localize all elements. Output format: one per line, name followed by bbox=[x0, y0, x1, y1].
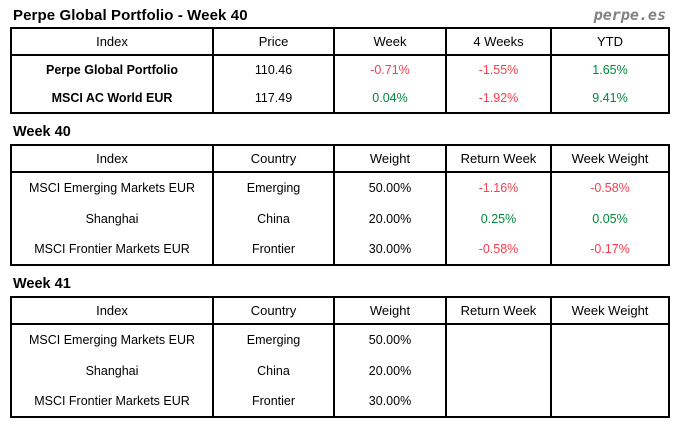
table-row: MSCI Frontier Markets EUR Frontier 30.00… bbox=[11, 386, 669, 417]
week40-heading: Week 40 bbox=[13, 124, 71, 140]
column-header-country: Country bbox=[212, 297, 334, 324]
column-header-week: Week bbox=[333, 28, 446, 55]
return-week-cell: -0.58% bbox=[445, 234, 551, 265]
week41-header-row: Index Country Weight Return Week Week We… bbox=[11, 297, 669, 324]
week-weight-cell: 0.05% bbox=[550, 203, 669, 234]
weight-cell: 50.00% bbox=[333, 172, 446, 203]
return-week-cell bbox=[445, 386, 551, 417]
column-header-index: Index bbox=[96, 303, 128, 318]
table-row: Shanghai China 20.00% bbox=[11, 355, 669, 386]
week-return-cell: -0.71% bbox=[333, 55, 446, 84]
table-row: Shanghai China 20.00% 0.25% 0.05% bbox=[11, 203, 669, 234]
report-page: Perpe Global Portfolio - Week 40 perpe.e… bbox=[10, 5, 670, 418]
column-header-return-week: Return Week bbox=[445, 297, 551, 324]
weight-cell: 20.00% bbox=[333, 203, 446, 234]
table-row: MSCI Emerging Markets EUR Emerging 50.00… bbox=[11, 172, 669, 203]
week40-table: Index Country Weight Return Week Week We… bbox=[10, 144, 670, 266]
column-header-return-week: Return Week bbox=[445, 145, 551, 172]
weight-cell: 30.00% bbox=[333, 234, 446, 265]
table-row: MSCI Frontier Markets EUR Frontier 30.00… bbox=[11, 234, 669, 265]
week-weight-cell: -0.58% bbox=[550, 172, 669, 203]
week40-header-row: Index Country Weight Return Week Week We… bbox=[11, 145, 669, 172]
week-return-cell: 0.04% bbox=[333, 84, 446, 113]
column-header-weight: Weight bbox=[333, 297, 446, 324]
week-weight-cell bbox=[550, 324, 669, 355]
weight-cell: 50.00% bbox=[333, 324, 446, 355]
return-week-cell: -1.16% bbox=[445, 172, 551, 203]
column-header-index: Index bbox=[96, 34, 128, 49]
week-weight-cell bbox=[550, 386, 669, 417]
column-header-price: Price bbox=[212, 28, 334, 55]
four-weeks-return-cell: -1.55% bbox=[445, 55, 551, 84]
column-header-week-weight: Week Weight bbox=[550, 297, 669, 324]
weight-cell: 20.00% bbox=[333, 355, 446, 386]
column-header-country: Country bbox=[212, 145, 334, 172]
table-row: Perpe Global Portfolio 110.46 -0.71% -1.… bbox=[11, 55, 669, 84]
page-title: Perpe Global Portfolio - Week 40 bbox=[13, 7, 248, 24]
ytd-return-cell: 1.65% bbox=[550, 55, 669, 84]
weight-cell: 30.00% bbox=[333, 386, 446, 417]
return-week-cell bbox=[445, 324, 551, 355]
report-header: Perpe Global Portfolio - Week 40 perpe.e… bbox=[10, 5, 668, 27]
price-cell: 117.49 bbox=[212, 84, 334, 113]
return-week-cell: 0.25% bbox=[445, 203, 551, 234]
table-row: MSCI Emerging Markets EUR Emerging 50.00… bbox=[11, 324, 669, 355]
week41-table: Index Country Weight Return Week Week We… bbox=[10, 296, 670, 418]
week-weight-cell bbox=[550, 355, 669, 386]
column-header-4weeks: 4 Weeks bbox=[445, 28, 551, 55]
four-weeks-return-cell: -1.92% bbox=[445, 84, 551, 113]
column-header-ytd: YTD bbox=[550, 28, 669, 55]
price-cell: 110.46 bbox=[212, 55, 334, 84]
index-cell: MSCI Emerging Markets EUR bbox=[28, 333, 195, 347]
index-cell: MSCI Frontier Markets EUR bbox=[34, 394, 190, 408]
week-weight-cell: -0.17% bbox=[550, 234, 669, 265]
index-cell: MSCI Frontier Markets EUR bbox=[34, 242, 190, 256]
index-cell: Shanghai bbox=[85, 363, 139, 378]
country-cell: China bbox=[212, 203, 334, 234]
summary-header-row: Index Price Week 4 Weeks YTD bbox=[11, 28, 669, 55]
country-cell: Frontier bbox=[212, 386, 334, 417]
country-cell: Emerging bbox=[212, 172, 334, 203]
country-cell: China bbox=[212, 355, 334, 386]
perpe-logo: perpe.es bbox=[593, 6, 666, 24]
column-header-week-weight: Week Weight bbox=[550, 145, 669, 172]
column-header-index: Index bbox=[96, 151, 128, 166]
index-cell: Perpe Global Portfolio bbox=[46, 63, 178, 77]
column-header-weight: Weight bbox=[333, 145, 446, 172]
week41-heading: Week 41 bbox=[13, 276, 71, 292]
return-week-cell bbox=[445, 355, 551, 386]
ytd-return-cell: 9.41% bbox=[550, 84, 669, 113]
portfolio-summary-table: Index Price Week 4 Weeks YTD Perpe Globa… bbox=[10, 27, 670, 114]
country-cell: Emerging bbox=[212, 324, 334, 355]
index-cell: MSCI AC World EUR bbox=[51, 91, 173, 105]
index-cell: MSCI Emerging Markets EUR bbox=[28, 181, 195, 195]
index-cell: Shanghai bbox=[85, 211, 139, 226]
country-cell: Frontier bbox=[212, 234, 334, 265]
table-row: MSCI AC World EUR 117.49 0.04% -1.92% 9.… bbox=[11, 84, 669, 113]
